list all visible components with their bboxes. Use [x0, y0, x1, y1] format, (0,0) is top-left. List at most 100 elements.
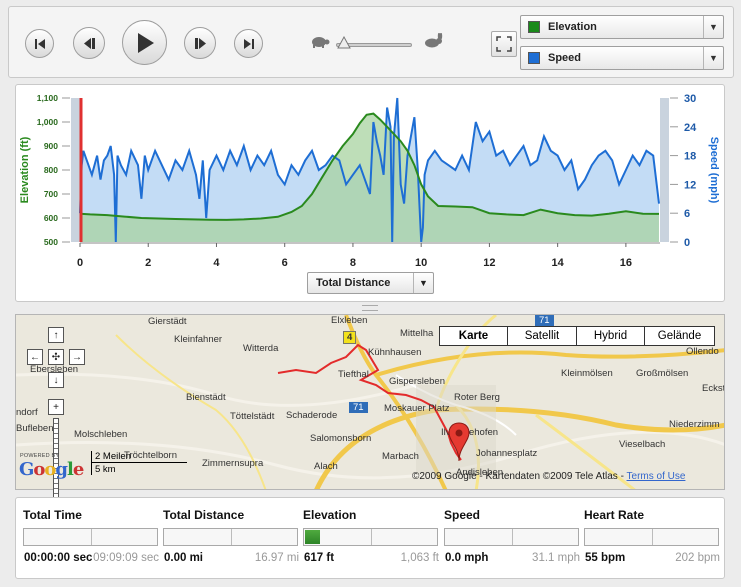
- speed-area: [80, 98, 659, 242]
- map-place-label: Schaderode: [286, 410, 338, 421]
- tab-satellit[interactable]: Satellit: [507, 326, 577, 346]
- map-place-label: Zimmernsupra: [202, 458, 264, 469]
- map-place-label: Salomonsborn: [310, 433, 372, 444]
- map-place-label: Töttelstädt: [230, 411, 275, 422]
- skip-back-icon: [34, 38, 45, 49]
- y-right-tick-label: 0: [684, 237, 690, 249]
- elevation-series-line: [79, 112, 660, 221]
- stat-progress-bar: [444, 528, 579, 546]
- secondary-series-select[interactable]: Speed ▼: [520, 46, 724, 70]
- tab-karte[interactable]: Karte: [439, 326, 508, 346]
- x-tick-label: 4: [213, 257, 220, 269]
- road-badge: 71: [535, 315, 554, 326]
- pan-down-button[interactable]: ↓: [48, 372, 64, 388]
- x-tick-label: 10: [415, 257, 427, 269]
- map-place-label: Marbach: [382, 451, 419, 462]
- stat-label: Total Distance: [163, 508, 245, 522]
- map-place-label: Gispersleben: [389, 376, 445, 387]
- map-pin-icon[interactable]: [448, 422, 470, 462]
- stat-progress-bar: [23, 528, 158, 546]
- map-place-label: Witterda: [243, 343, 279, 354]
- map-place-label: Molschleben: [74, 429, 128, 440]
- stat-max-value: 202 bpm: [675, 552, 720, 564]
- stat-progress-bar: [163, 528, 298, 546]
- map-place-label: Elxleben: [331, 315, 368, 326]
- y-left-axis-title: Elevation (ft): [19, 136, 31, 203]
- speed-series-line: [79, 97, 660, 243]
- powered-by-label: POWERED BY: [20, 453, 60, 459]
- map-place-label: Roter Berg: [454, 392, 500, 403]
- play-icon: [137, 32, 154, 53]
- stat-max-value: 1,063 ft: [400, 552, 439, 564]
- step-back-button[interactable]: [73, 27, 105, 59]
- y-left-tick-label: 1,000: [37, 117, 59, 127]
- distance-axis-select[interactable]: Total Distance ▼: [307, 272, 434, 294]
- map-type-tabs: Karte Satellit Hybrid Gelände: [439, 326, 715, 346]
- rabbit-icon: [425, 33, 443, 48]
- map-copyright: ©2009 Google - Kartendaten ©2009 Tele At…: [412, 471, 685, 482]
- tab-gelande[interactable]: Gelände: [644, 326, 715, 346]
- elevation-color-swatch: [528, 21, 540, 33]
- skip-forward-button[interactable]: [234, 29, 263, 58]
- elevation-speed-chart[interactable]: 0 2 4 6 8 10 12 14 165006007008009001,0001,10006…: [0, 0, 741, 300]
- primary-series-select[interactable]: Elevation ▼: [520, 15, 724, 39]
- step-back-icon: [83, 37, 95, 49]
- map-place-label: Bufleben: [16, 423, 54, 434]
- scale-miles: 2 Meilen: [91, 451, 187, 463]
- step-forward-button[interactable]: [184, 27, 216, 59]
- stat-current-value: 00:00:00 sec: [24, 552, 93, 564]
- terms-of-use-link[interactable]: Terms of Use: [626, 471, 686, 482]
- primary-series-label: Elevation: [548, 21, 597, 33]
- fullscreen-button[interactable]: [491, 31, 517, 57]
- y-left-tick-label: 500: [44, 237, 58, 247]
- play-button[interactable]: [122, 20, 167, 65]
- map-place-label: Eckstedt: [702, 383, 725, 394]
- resize-handle[interactable]: [362, 305, 378, 311]
- map-place-label: Ollendo: [686, 346, 719, 357]
- stat-current-value: 0.00 mi: [164, 552, 203, 564]
- speed-slider-track[interactable]: [336, 43, 412, 47]
- map-place-label: Tröchtelborn: [124, 450, 177, 461]
- x-tick-label: 8: [350, 257, 356, 269]
- map-place-label: Moskauer Platz: [384, 403, 450, 414]
- stat-total-time: Total Time 00:00:00 sec 09:09:09 sec: [23, 508, 159, 568]
- stat-label: Speed: [444, 508, 481, 522]
- y-right-tick-label: 6: [684, 208, 690, 220]
- stat-current-value: 55 bpm: [585, 552, 626, 564]
- x-tick-label: 2: [145, 257, 151, 269]
- stat-progress-bar: [584, 528, 719, 546]
- pan-center-button[interactable]: ✣: [48, 349, 64, 365]
- x-tick-label: 6: [282, 257, 288, 269]
- y-left-tick-label: 900: [44, 141, 58, 151]
- left-axis-bar: [71, 98, 80, 242]
- map-place-label: Mittelha: [400, 328, 434, 339]
- map-place-label: Großmölsen: [636, 368, 689, 379]
- stat-max-value: 09:09:09 sec: [93, 552, 159, 564]
- map-place-label: Kleinfahner: [174, 334, 223, 345]
- map-place-label: Ebersleben: [30, 364, 79, 375]
- stat-max-value: 16.97 mi: [254, 552, 299, 564]
- tab-hybrid[interactable]: Hybrid: [576, 326, 645, 346]
- stat-progress-fill: [305, 530, 320, 544]
- skip-back-button[interactable]: [25, 29, 54, 58]
- fullscreen-icon: [496, 36, 512, 52]
- x-tick-label: 14: [552, 257, 565, 269]
- map-place-label: ndorf: [16, 407, 38, 418]
- stat-label: Elevation: [303, 508, 357, 522]
- stat-heart-rate: Heart Rate 55 bpm 202 bpm: [584, 508, 720, 568]
- map-place-label: Kühnhausen: [368, 347, 422, 358]
- stat-elevation: Elevation 617 ft 1,063 ft: [303, 508, 439, 568]
- pan-up-button[interactable]: ↑: [48, 327, 64, 343]
- map-place-label: Bienstädt: [186, 392, 226, 403]
- distance-axis-label: Total Distance: [316, 277, 391, 289]
- map-scale: 2 Meilen 5 km: [91, 451, 187, 475]
- pan-right-button[interactable]: →: [69, 349, 85, 365]
- map-place-label: Vieselbach: [619, 439, 666, 450]
- y-right-tick-label: 18: [684, 151, 696, 163]
- stat-label: Heart Rate: [584, 508, 645, 522]
- zoom-in-button[interactable]: +: [48, 399, 64, 415]
- y-right-tick-label: 30: [684, 93, 696, 105]
- elevation-area: [80, 113, 659, 242]
- pan-left-button[interactable]: ←: [27, 349, 43, 365]
- speed-slider-thumb[interactable]: [336, 36, 351, 50]
